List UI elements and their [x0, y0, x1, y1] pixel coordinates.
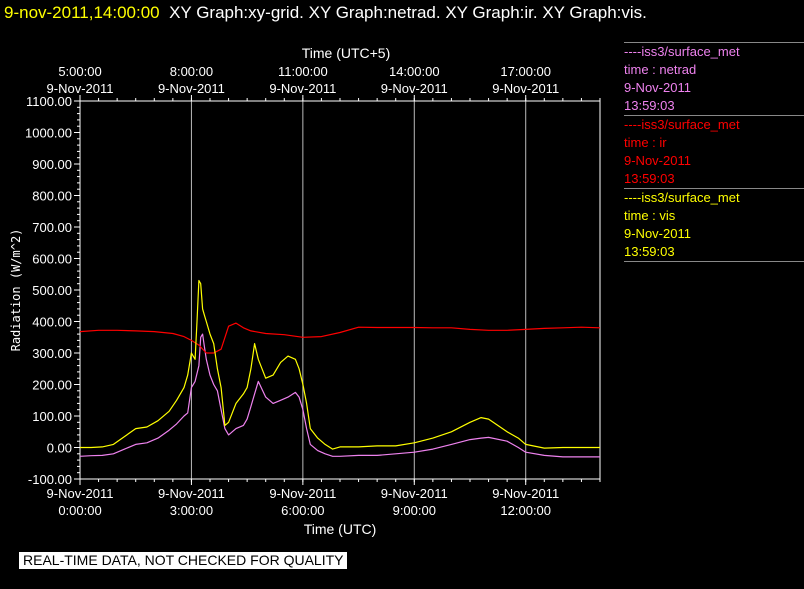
x-top-tick-label-date: 9-Nov-2011: [158, 81, 225, 96]
legend-date: 9-Nov-2011: [624, 153, 691, 168]
series-line-ir: [79, 322, 601, 354]
x-tick-label-time: 3:00:00: [170, 503, 213, 518]
x-tick-label-date: 9-Nov-2011: [47, 486, 114, 501]
y-tick-label: 900.00: [32, 157, 72, 172]
x-top-tick-label-time: 8:00:00: [170, 64, 213, 79]
legend-variable: time : vis: [624, 208, 676, 223]
legend-variable: time : netrad: [624, 62, 697, 77]
y-tick-label: 700.00: [32, 220, 72, 235]
legend-source: ----iss3/surface_met: [624, 190, 740, 205]
series-line-vis: [80, 279, 600, 450]
y-tick-label: 200.00: [32, 378, 72, 393]
y-tick-label: 0.00: [47, 441, 72, 456]
x-tick-label-date: 9-Nov-2011: [492, 486, 559, 501]
y-tick-label: 500.00: [32, 283, 72, 298]
y-tick-label: 600.00: [32, 252, 72, 267]
legend-time: 13:59:03: [624, 98, 675, 113]
x-tick-label-date: 9-Nov-2011: [158, 486, 225, 501]
y-tick-label: 400.00: [32, 315, 72, 330]
header-graph-list: XY Graph:xy-grid. XY Graph:netrad. XY Gr…: [169, 3, 647, 22]
y-axis: 1100.00 1000.00 900.00 800.00 700.00 600.00 50…: [25, 94, 80, 487]
y-tick-label: 1000.00: [25, 126, 72, 141]
x-top-tick-label-date: 9-Nov-2011: [492, 81, 559, 96]
y-axis-title: Radiation (W/m^2): [9, 229, 23, 352]
x-tick-label-time: 12:00:00: [500, 503, 551, 518]
y-tick-label: 100.00: [32, 409, 72, 424]
y-tick-label: -100.00: [28, 472, 72, 487]
x-axis-title: Time (UTC): [304, 521, 377, 537]
legend-date: 9-Nov-2011: [624, 80, 691, 95]
plot-frame: [79, 100, 601, 480]
x-tick-label-date: 9-Nov-2011: [381, 486, 448, 501]
top-x-axis-title: Time (UTC+5): [302, 45, 391, 61]
y-tick-label: 300.00: [32, 346, 72, 361]
x-tick-label-time: 9:00:00: [393, 503, 436, 518]
x-top-tick-label-time: 17:00:00: [500, 64, 551, 79]
y-tick-label: 800.00: [32, 189, 72, 204]
x-top-tick-label-date: 9-Nov-2011: [47, 81, 114, 96]
x-top-tick-label-time: 11:00:00: [278, 64, 328, 79]
x-top-tick-label-time: 14:00:00: [389, 64, 440, 79]
quality-disclaimer: REAL-TIME DATA, NOT CHECKED FOR QUALITY: [19, 552, 348, 569]
legend-source: ----iss3/surface_met: [624, 44, 740, 59]
legend-date: 9-Nov-2011: [624, 226, 691, 241]
x-top-tick-label-date: 9-Nov-2011: [381, 81, 448, 96]
series-group: [79, 279, 601, 458]
legend-entry-ir: ----iss3/surface_met time : ir 9-Nov-201…: [624, 115, 804, 188]
y-tick-label: 1100.00: [26, 94, 72, 109]
x-tick-label-time: 6:00:00: [281, 503, 324, 518]
legend-source: ----iss3/surface_met: [624, 117, 740, 132]
legend: ----iss3/surface_met time : netrad 9-Nov…: [624, 42, 804, 262]
grid-lines: [190, 101, 527, 479]
x-top-tick-label-date: 9-Nov-2011: [269, 81, 336, 96]
legend-time: 13:59:03: [624, 244, 675, 259]
header-datetime: 9-nov-2011,14:00:00: [4, 3, 160, 22]
x-axis-top: 5:00:00 9-Nov-2011 8:00:00 9-Nov-2011 11:00:…: [47, 64, 601, 101]
series-line-netrad: [79, 333, 600, 458]
x-axis-bottom: 9-Nov-2011 0:00:00 9-Nov-2011 3:00:00 9-Nov-…: [47, 479, 601, 518]
x-top-tick-label-time: 5:00:00: [58, 64, 101, 79]
header: 9-nov-2011,14:00:00 XY Graph:xy-grid. XY…: [4, 3, 647, 23]
legend-variable: time : ir: [624, 135, 667, 150]
x-tick-label-date: 9-Nov-2011: [269, 486, 336, 501]
legend-time: 13:59:03: [624, 171, 675, 186]
x-tick-label-time: 0:00:00: [58, 503, 101, 518]
legend-entry-vis: ----iss3/surface_met time : vis 9-Nov-20…: [624, 188, 804, 262]
legend-entry-netrad: ----iss3/surface_met time : netrad 9-Nov…: [624, 42, 804, 115]
